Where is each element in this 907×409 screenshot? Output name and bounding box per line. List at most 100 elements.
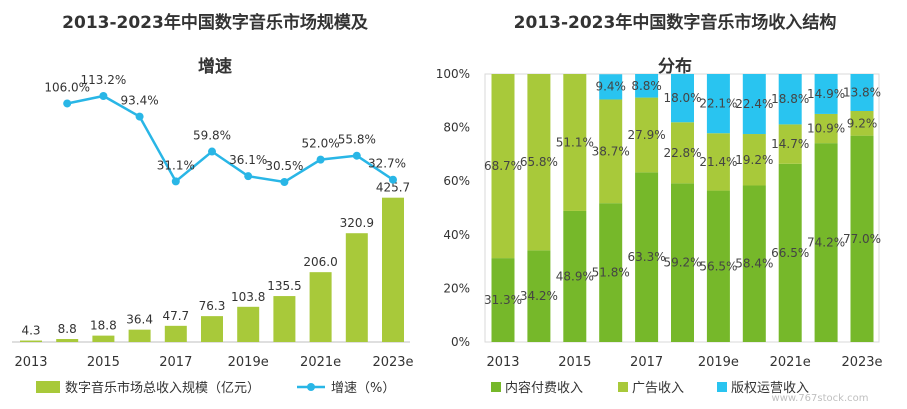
share-segment-label: 63.3% bbox=[628, 250, 666, 264]
share-segment bbox=[563, 74, 587, 211]
size-bar-label: 36.4 bbox=[126, 313, 153, 327]
share-segment-label: 74.2% bbox=[807, 236, 845, 250]
growth-point-label: 32.7% bbox=[368, 157, 406, 171]
growth-point-label: 93.4% bbox=[121, 94, 159, 108]
size-bar bbox=[273, 296, 296, 342]
right-y-tick-label: 40% bbox=[443, 228, 470, 242]
size-bar-label: 425.7 bbox=[376, 181, 410, 195]
right-y-tick-label: 80% bbox=[443, 121, 470, 135]
share-segment-label: 65.8% bbox=[520, 155, 558, 169]
share-segment bbox=[850, 110, 874, 136]
share-segment bbox=[491, 74, 515, 259]
share-segment bbox=[778, 74, 802, 125]
share-segment bbox=[706, 133, 730, 191]
legend-swatch-share bbox=[618, 382, 628, 392]
share-segment bbox=[599, 99, 623, 204]
share-segment-label: 27.9% bbox=[628, 128, 666, 142]
share-segment-label: 9.2% bbox=[847, 116, 878, 130]
growth-point bbox=[316, 155, 325, 164]
share-segment bbox=[635, 97, 659, 173]
legend-label-share: 版权运营收入 bbox=[731, 380, 809, 396]
share-segment-label: 13.8% bbox=[843, 85, 881, 99]
right-x-tick-label: 2023e bbox=[841, 355, 882, 370]
share-segment-label: 18.8% bbox=[771, 92, 809, 106]
growth-point bbox=[99, 91, 108, 100]
size-bar-label: 135.5 bbox=[267, 279, 301, 293]
size-bar bbox=[309, 272, 332, 342]
share-segment bbox=[491, 258, 515, 342]
growth-point bbox=[280, 178, 289, 186]
share-segment-label: 66.5% bbox=[771, 246, 809, 260]
share-segment-label: 21.4% bbox=[699, 155, 737, 169]
size-bar bbox=[164, 325, 187, 342]
share-segment bbox=[850, 135, 874, 342]
share-segment bbox=[563, 210, 587, 342]
growth-point-label: 52.0% bbox=[302, 137, 340, 151]
size-bar-label: 18.8 bbox=[90, 319, 117, 333]
share-segment-label: 58.4% bbox=[735, 257, 773, 271]
growth-point-label: 36.1% bbox=[229, 153, 267, 167]
left-x-tick-label: 2021e bbox=[300, 355, 341, 370]
share-segment bbox=[671, 74, 694, 123]
share-segment bbox=[635, 74, 659, 98]
share-segment bbox=[742, 134, 766, 186]
legend-label-growth: 增速（%） bbox=[331, 381, 395, 396]
left-title-line2: 增速 bbox=[198, 57, 232, 77]
size-bar bbox=[345, 233, 368, 342]
share-segment-label: 18.0% bbox=[663, 91, 701, 105]
share-segment-label: 19.2% bbox=[735, 153, 773, 167]
size-bar bbox=[20, 340, 42, 342]
size-bar bbox=[382, 197, 404, 342]
legend-label-size: 数字音乐市场总收入规模（亿元） bbox=[65, 380, 260, 396]
size-bar bbox=[92, 335, 115, 342]
share-segment bbox=[527, 74, 551, 251]
share-segment bbox=[742, 185, 766, 342]
size-bar-label: 103.8 bbox=[231, 290, 265, 304]
growth-point bbox=[171, 177, 180, 186]
left-x-tick-label: 2015 bbox=[87, 355, 120, 370]
share-segment-label: 10.9% bbox=[807, 122, 845, 136]
share-segment-label: 9.4% bbox=[595, 80, 626, 94]
legend-swatch-share bbox=[717, 382, 727, 392]
share-segment-label: 14.9% bbox=[807, 87, 845, 101]
watermark: www.767stock.com bbox=[772, 393, 869, 404]
share-segment bbox=[671, 122, 694, 184]
share-segment-label: 38.7% bbox=[592, 144, 630, 158]
share-segment-label: 22.4% bbox=[735, 97, 773, 111]
share-segment bbox=[706, 74, 730, 134]
share-segment-label: 22.8% bbox=[663, 146, 701, 160]
share-segment-label: 51.1% bbox=[556, 135, 594, 149]
share-segment bbox=[635, 172, 659, 342]
share-segment bbox=[599, 203, 623, 342]
share-segment-label: 51.8% bbox=[592, 266, 630, 280]
share-segment-label: 8.8% bbox=[631, 79, 662, 93]
share-segment-label: 48.9% bbox=[556, 269, 594, 283]
share-segment bbox=[778, 124, 802, 164]
left-title-line1: 2013-2023年中国数字音乐市场规模及 bbox=[62, 13, 368, 33]
share-segment bbox=[742, 74, 766, 135]
growth-point-label: 106.0% bbox=[44, 80, 90, 94]
share-segment bbox=[599, 74, 623, 100]
share-segment bbox=[527, 250, 551, 342]
size-bar-label: 320.9 bbox=[340, 216, 374, 230]
share-segment-label: 59.2% bbox=[663, 256, 701, 270]
right-x-tick-label: 2019e bbox=[698, 355, 739, 370]
size-bar-label: 206.0 bbox=[303, 255, 337, 269]
legend-swatch-share bbox=[491, 382, 501, 392]
growth-point-label: 31.1% bbox=[157, 158, 195, 172]
share-segment-label: 68.7% bbox=[484, 159, 522, 173]
share-segment bbox=[671, 183, 694, 342]
legend-swatch-size bbox=[36, 381, 60, 393]
right-x-tick-label: 2013 bbox=[486, 355, 519, 370]
growth-point bbox=[63, 99, 72, 108]
left-x-tick-label: 2023e bbox=[372, 355, 413, 370]
share-segment-label: 34.2% bbox=[520, 289, 558, 303]
share-segment-label: 14.7% bbox=[771, 137, 809, 151]
size-bar bbox=[201, 316, 223, 342]
left-x-tick-label: 2019e bbox=[228, 355, 269, 370]
share-segment bbox=[850, 74, 874, 111]
right-title-line2: 分布 bbox=[658, 57, 692, 77]
right-x-tick-label: 2021e bbox=[770, 355, 811, 370]
share-segment-label: 56.5% bbox=[699, 259, 737, 273]
size-bar-label: 8.8 bbox=[58, 322, 77, 336]
